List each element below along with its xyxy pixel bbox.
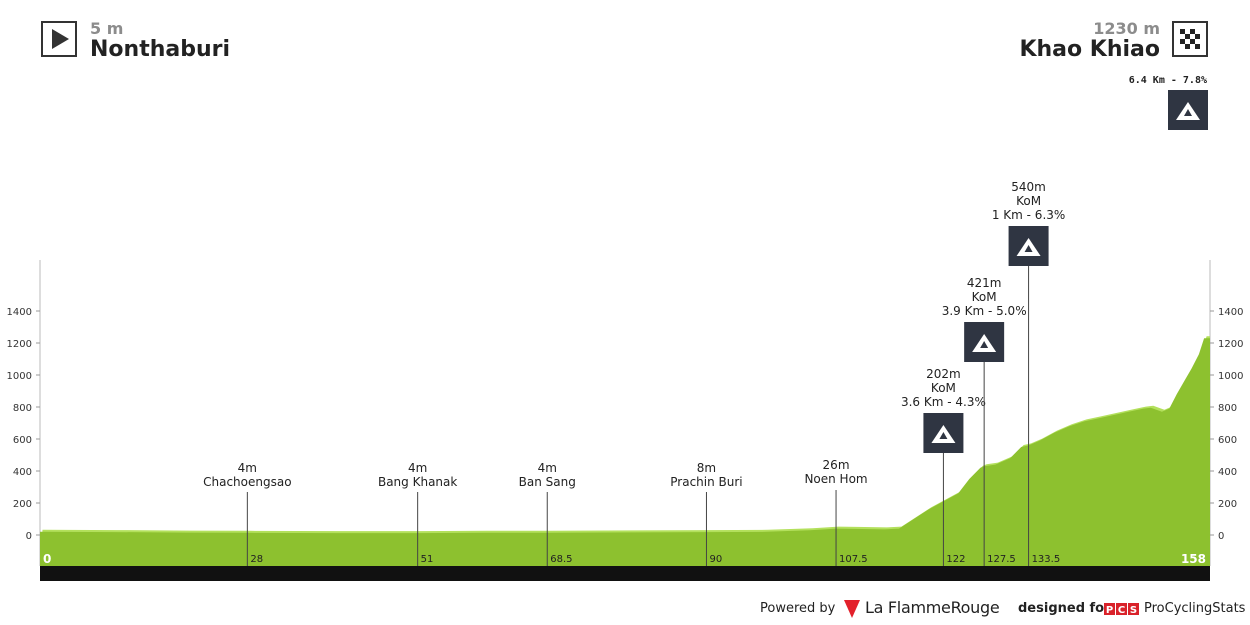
climb-stats-label: 3.6 Km - 4.3% — [901, 395, 986, 409]
start-city: Nonthaburi — [90, 37, 231, 62]
la-flamme-rouge-logo[interactable]: La FlammeRouge — [865, 598, 1000, 617]
checker-square — [1185, 44, 1190, 49]
play-icon — [41, 21, 77, 57]
point-name-label: Chachoengsao — [203, 475, 291, 489]
checker-square — [1195, 44, 1200, 49]
point-elevation-label: 4m — [408, 461, 427, 475]
y-axis-right: 0 200 400 600 800 1000 1200 1400 — [1209, 260, 1243, 566]
checker-square — [1190, 39, 1195, 44]
mountain-icon — [1008, 226, 1049, 266]
flamme-rouge-icon — [844, 600, 860, 618]
start-elevation: 5 m — [90, 19, 124, 38]
checkered-flag-icon — [1172, 21, 1208, 57]
profile-area — [40, 336, 1210, 566]
y-tick-label-right: 800 — [1218, 403, 1237, 414]
procyclingstats-name[interactable]: ProCyclingStats — [1144, 601, 1246, 616]
mountain-icon-notch — [980, 341, 989, 348]
climb-elevation-label: 540m — [1011, 180, 1046, 194]
x-km-label: 51 — [421, 554, 434, 565]
x-axis-labels: 28 51 68.5 90 107.5 122 127.5 133.5 0 158 — [43, 552, 1206, 566]
profile-fill — [40, 338, 1210, 566]
checker-square — [1185, 34, 1190, 39]
y-tick-label-left: 0 — [26, 531, 32, 542]
mountain-icon — [923, 413, 964, 453]
climb-elevation-label: 421m — [967, 276, 1002, 290]
checker-square — [1190, 29, 1195, 34]
climb-elevation-label: 202m — [926, 367, 961, 381]
climb-type-label: KoM — [1016, 194, 1041, 208]
point-name-label: Noen Hom — [804, 472, 867, 486]
x-km-label: 122 — [946, 554, 965, 565]
x-km-label: 127.5 — [987, 554, 1016, 565]
pcs-badge-p: P — [1106, 605, 1113, 615]
designed-for-text: designed for — [1018, 601, 1111, 616]
y-tick-label-left: 1000 — [7, 371, 32, 382]
climb-stats-label: 3.9 Km - 5.0% — [942, 304, 1027, 318]
y-tick-label-right: 1200 — [1218, 339, 1243, 350]
y-tick-label-left: 600 — [13, 435, 32, 446]
y-tick-label-right: 1400 — [1218, 307, 1243, 318]
x-km-label: 133.5 — [1032, 554, 1061, 565]
x-axis-bar — [40, 566, 1210, 581]
y-tick-label-left: 1400 — [7, 307, 32, 318]
x-km-label: 90 — [709, 554, 722, 565]
y-tick-label-right: 400 — [1218, 467, 1237, 478]
mountain-icon-notch — [939, 432, 948, 439]
y-tick-label-right: 200 — [1218, 499, 1237, 510]
checker-square — [1195, 34, 1200, 39]
x-km-label: 28 — [250, 554, 263, 565]
x-km-label: 107.5 — [839, 554, 868, 565]
finish-elevation: 1230 m — [1093, 19, 1160, 38]
climb-type-label: KoM — [972, 290, 997, 304]
powered-by-text: Powered by — [760, 601, 836, 616]
point-elevation-label: 26m — [823, 458, 850, 472]
checker-square — [1180, 39, 1185, 44]
pcs-badge-c: C — [1118, 605, 1125, 615]
y-tick-label-left: 1200 — [7, 339, 32, 350]
y-tick-label-right: 1000 — [1218, 371, 1243, 382]
mountain-icon-notch — [1024, 245, 1033, 252]
pcs-badge-s: S — [1130, 605, 1137, 615]
x-km-label: 68.5 — [550, 554, 572, 565]
point-name-label: Bang Khanak — [378, 475, 457, 489]
point-elevation-label: 4m — [238, 461, 257, 475]
checker-square — [1180, 29, 1185, 34]
point-name-label: Prachin Buri — [670, 475, 742, 489]
y-axis-left: 0 200 400 600 800 1000 1200 1400 — [7, 260, 41, 566]
pcs-badge: P C S — [1104, 603, 1139, 615]
x-start-label: 0 — [43, 552, 51, 566]
point-elevation-label: 8m — [697, 461, 716, 475]
y-tick-label-left: 800 — [13, 403, 32, 414]
y-tick-label-right: 600 — [1218, 435, 1237, 446]
final-climb-label: 6.4 Km - 7.8% — [1128, 75, 1207, 86]
point-name-label: Ban Sang — [519, 475, 576, 489]
point-elevation-label: 4m — [538, 461, 557, 475]
final-climb-mountain-icon — [1168, 90, 1208, 130]
y-tick-label-left: 400 — [13, 467, 32, 478]
x-end-label: 158 — [1181, 552, 1206, 566]
climb-type-label: KoM — [931, 381, 956, 395]
y-tick-label-left: 200 — [13, 499, 32, 510]
y-tick-label-right: 0 — [1218, 531, 1224, 542]
climb-stats-label: 1 Km - 6.3% — [992, 208, 1065, 222]
finish-city: Khao Khiao — [1019, 37, 1160, 62]
mountain-icon — [964, 322, 1005, 362]
